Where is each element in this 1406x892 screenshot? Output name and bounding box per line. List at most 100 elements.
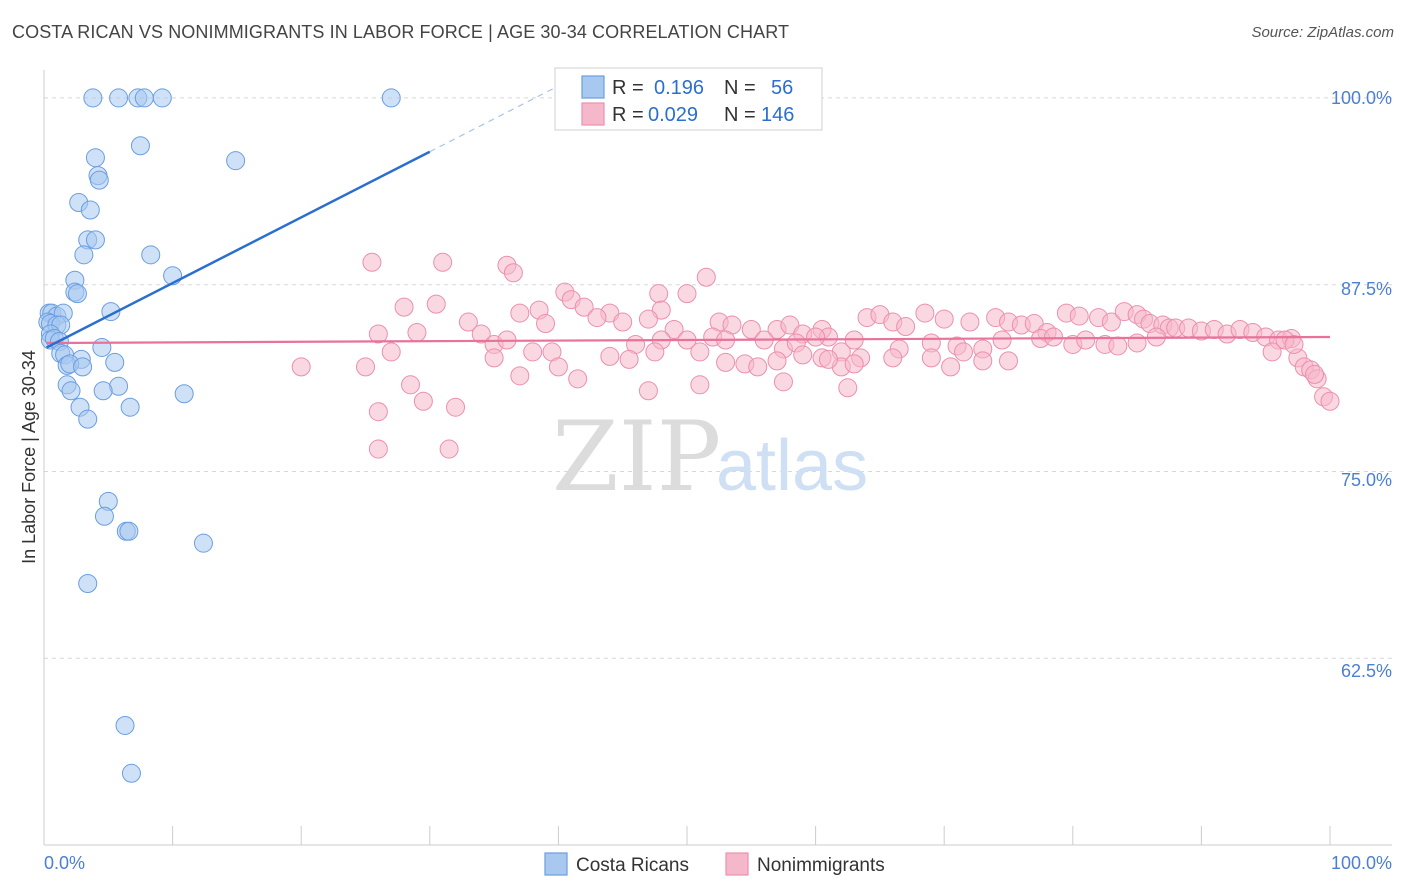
costa-ricans-point [89, 170, 109, 190]
nonimmigrants-point [960, 312, 980, 332]
nonimmigrants-point [915, 303, 935, 323]
costa-ricans-point [80, 200, 100, 220]
nonimmigrants-point [921, 348, 941, 368]
nonimmigrants-point [793, 345, 813, 365]
nonimmigrants-point [426, 294, 446, 314]
nonimmigrants-point [1262, 342, 1282, 362]
nonimmigrants-point [741, 320, 761, 340]
costa-ricans-trend-extension [429, 85, 559, 153]
costa-ricans-point [109, 88, 129, 108]
costa-ricans-point [85, 230, 105, 250]
gridlines [44, 97, 1392, 659]
y-tick-label: 87.5% [1341, 279, 1392, 299]
legend-r-value: 0.196 [654, 77, 704, 99]
costa-ricans-point [115, 715, 135, 735]
nonimmigrants-point [844, 354, 864, 374]
costa-ricans-point [93, 381, 113, 401]
nonimmigrants-point [748, 357, 768, 377]
costa-ricans-point [121, 763, 141, 783]
x-tick-label-min: 0.0% [44, 853, 85, 873]
legend-r-label: R = [612, 77, 644, 99]
costa-ricans-point [67, 284, 87, 304]
nonimmigrants-point [1305, 364, 1325, 384]
nonimmigrants-point [690, 375, 710, 395]
nonimmigrants-point [413, 391, 433, 411]
nonimmigrants-point [664, 320, 684, 340]
legend-n-value: 146 [761, 104, 794, 126]
nonimmigrants-point [1101, 312, 1121, 332]
nonimmigrants-point [999, 351, 1018, 371]
nonimmigrants-point [934, 309, 954, 329]
y-tick-label: 62.5% [1341, 661, 1392, 681]
costa-ricans-point [134, 88, 154, 108]
nonimmigrants-point [992, 330, 1012, 350]
nonimmigrants-point [362, 252, 382, 272]
costa-ricans-point [73, 357, 93, 377]
costa-ricans-point [381, 88, 401, 108]
nonimmigrants-point [1320, 391, 1340, 411]
nonimmigrants-point [953, 342, 973, 362]
nonimmigrants-point [818, 349, 838, 369]
costa-ricans-point [61, 381, 81, 401]
legend-r-value: 0.029 [648, 104, 698, 126]
nonimmigrants-point [394, 297, 414, 317]
costa-ricans-point [105, 352, 125, 372]
costa-ricans-point [83, 88, 103, 108]
legend-r-label: R = [612, 104, 644, 126]
trend-lines [46, 85, 1331, 349]
nonimmigrants-point [638, 381, 658, 401]
nonimmigrants-point [587, 308, 607, 328]
y-tick-label: 100.0% [1331, 88, 1392, 108]
legend-swatch-pink [581, 102, 605, 126]
nonimmigrants-point [433, 252, 453, 272]
x-axis-ticks [172, 826, 1331, 845]
nonimmigrants-point [1044, 327, 1064, 347]
nonimmigrants-point [401, 375, 421, 395]
watermark: ZIP atlas [552, 401, 868, 513]
costa-ricans-points [38, 88, 401, 783]
nonimmigrants-point [291, 357, 311, 377]
nonimmigrants-trend-line [46, 335, 1331, 345]
nonimmigrants-point [568, 369, 588, 389]
chart-title: COSTA RICAN VS NONIMMIGRANTS IN LABOR FO… [12, 22, 790, 42]
y-tick-label: 75.0% [1341, 470, 1392, 490]
series-legend-label: Costa Ricans [576, 855, 689, 876]
nonimmigrants-point [536, 314, 556, 334]
nonimmigrants-point [548, 357, 568, 377]
nonimmigrants-point [838, 378, 858, 398]
nonimmigrants-point [645, 342, 665, 362]
nonimmigrants-point [368, 439, 388, 459]
nonimmigrants-point [503, 263, 523, 283]
nonimmigrants-point [439, 439, 459, 459]
nonimmigrants-point [510, 303, 530, 323]
nonimmigrants-point [677, 284, 697, 304]
legend-n-value: 56 [771, 77, 793, 99]
series-legend-swatch-pink [725, 852, 749, 876]
nonimmigrants-point [523, 342, 543, 362]
nonimmigrants-point [356, 357, 375, 377]
costa-ricans-point [78, 409, 98, 429]
costa-ricans-point [152, 88, 172, 108]
nonimmigrants-point [600, 346, 620, 366]
nonimmigrants-point [941, 357, 961, 377]
nonimmigrants-points [291, 252, 1340, 459]
nonimmigrants-point [773, 372, 793, 392]
x-tick-label-max: 100.0% [1331, 853, 1392, 873]
series-legend: Costa Ricans Nonimmigrants [544, 852, 885, 876]
nonimmigrants-point [407, 323, 427, 343]
legend-n-label: N = [724, 104, 756, 126]
nonimmigrants-point [368, 324, 388, 344]
source-label: Source: ZipAtlas.com [1251, 24, 1394, 41]
nonimmigrants-point [1076, 330, 1096, 350]
nonimmigrants-point [1127, 333, 1147, 353]
nonimmigrants-point [613, 312, 633, 332]
y-axis-tick-labels: 100.0% 87.5% 75.0% 62.5% [1331, 88, 1392, 681]
nonimmigrants-point [1108, 336, 1128, 356]
nonimmigrants-point [381, 342, 401, 362]
axes [43, 70, 1392, 846]
nonimmigrants-point [510, 366, 530, 386]
legend-swatch-blue [581, 75, 605, 99]
nonimmigrants-point [649, 284, 669, 304]
nonimmigrants-point [1284, 334, 1304, 354]
